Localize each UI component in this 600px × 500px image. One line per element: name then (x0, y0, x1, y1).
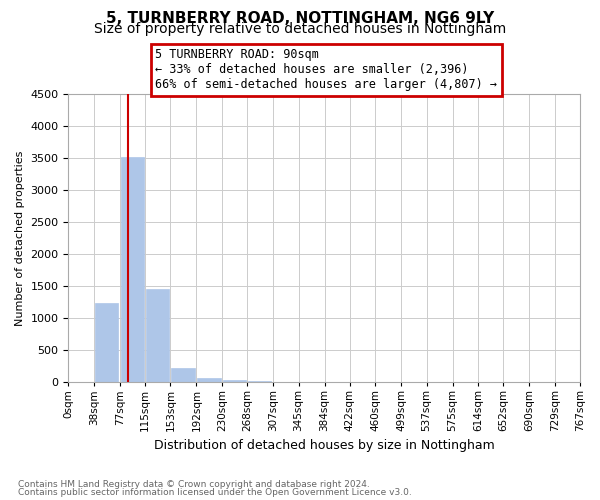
Bar (121, 157, 144, 382)
Text: Size of property relative to detached houses in Nottingham: Size of property relative to detached ho… (94, 22, 506, 36)
Bar (172, 368, 195, 382)
Text: 5, TURNBERRY ROAD, NOTTINGHAM, NG6 9LY: 5, TURNBERRY ROAD, NOTTINGHAM, NG6 9LY (106, 11, 494, 26)
Text: Contains HM Land Registry data © Crown copyright and database right 2024.: Contains HM Land Registry data © Crown c… (18, 480, 370, 489)
Bar (197, 378, 221, 382)
Y-axis label: Number of detached properties: Number of detached properties (15, 150, 25, 326)
X-axis label: Distribution of detached houses by size in Nottingham: Distribution of detached houses by size … (154, 440, 494, 452)
Text: 5 TURNBERRY ROAD: 90sqm
← 33% of detached houses are smaller (2,396)
66% of semi: 5 TURNBERRY ROAD: 90sqm ← 33% of detache… (155, 48, 497, 92)
Bar (95, 304, 118, 382)
Text: Contains public sector information licensed under the Open Government Licence v3: Contains public sector information licen… (18, 488, 412, 497)
Bar (146, 288, 169, 382)
Bar (248, 381, 271, 382)
Bar (223, 380, 246, 382)
